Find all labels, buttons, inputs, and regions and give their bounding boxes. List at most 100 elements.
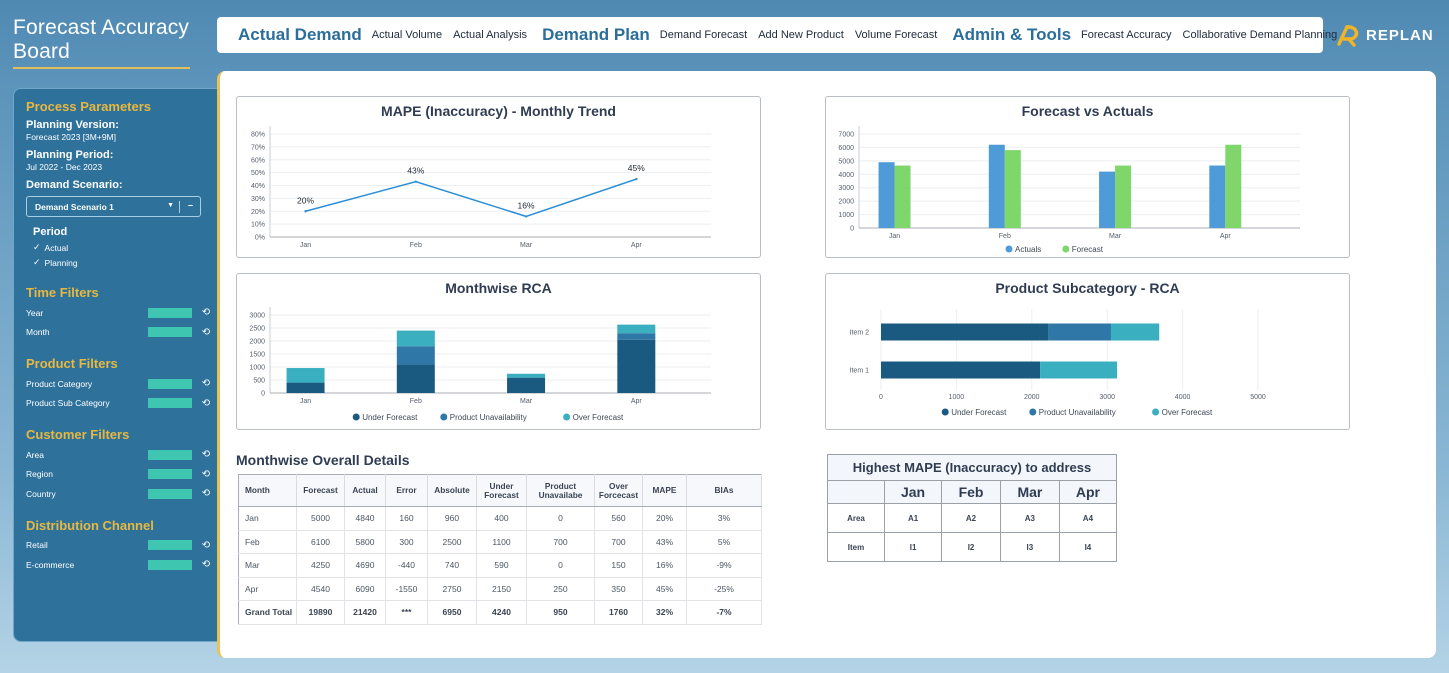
bar-actuals [988, 144, 1005, 228]
y-tick-label: 3000 [249, 313, 265, 320]
table-cell: 150 [594, 553, 643, 578]
legend-label: Product Unavailability [450, 413, 527, 422]
legend-marker [1029, 408, 1037, 416]
filter-value-field[interactable] [148, 398, 192, 409]
product-subcategory-rca-card: 0 1000 2000 3000 4000 5000 Item 2 Item 1 Under F… [825, 273, 1350, 430]
reset-icon[interactable]: ⟲ [201, 488, 211, 500]
table-cell: 4840 [344, 506, 386, 531]
chevron-down-icon[interactable]: ▼ [167, 202, 174, 209]
reset-icon[interactable]: ⟲ [201, 397, 211, 409]
nav-link-forecast-accuracy[interactable]: Forecast Accuracy [1081, 29, 1172, 41]
demand-scenario-value: Demand Scenario 1 [35, 201, 114, 212]
bar-actuals [1099, 171, 1116, 228]
filter-label: Area [26, 449, 44, 460]
reset-icon[interactable]: ⟲ [201, 378, 211, 390]
filter-value-field[interactable] [148, 327, 192, 338]
filter-value-field[interactable] [148, 307, 192, 318]
check-icon: ✓ [33, 242, 41, 252]
bar-forecast [1115, 165, 1132, 228]
table-cell: 740 [427, 553, 477, 578]
details-table-title: Monthwise Overall Details [236, 452, 410, 468]
month-header: Jan [883, 480, 943, 504]
legend-label: Over Forecast [1162, 408, 1213, 417]
x-tick-label: Feb [410, 242, 422, 249]
highest-mape-table: Highest MAPE (Inaccuracy) to address Jan… [827, 454, 1118, 562]
nav-link-volume-forecast[interactable]: Volume Forecast [854, 29, 938, 41]
x-tick-label: Jan [889, 233, 900, 240]
data-label: 20% [297, 195, 314, 205]
nav-link-add-new-product[interactable]: Add New Product [758, 29, 844, 41]
column-header: Under Forecast [476, 474, 527, 507]
title-underline [13, 67, 190, 69]
nav-group-actual-demand[interactable]: Actual Demand [238, 25, 362, 44]
y-tick-label: 0 [261, 391, 265, 398]
reset-icon[interactable]: ⟲ [201, 539, 211, 551]
bar-segment-product-unavailability [1048, 323, 1111, 341]
bar-segment-over-forecast [617, 324, 656, 334]
x-tick-label: 1000 [949, 394, 965, 401]
bar-forecast [894, 165, 911, 228]
filter-value-field[interactable] [148, 559, 192, 570]
reset-icon[interactable]: ⟲ [201, 307, 211, 319]
bar-segment-over-forecast [1040, 361, 1118, 379]
x-tick-label: Apr [1220, 233, 1232, 240]
table-row: Jan 5000 4840 160 960 400 0 560 20% 3% [238, 506, 762, 531]
filter-value-field[interactable] [148, 378, 192, 389]
y-tick-label: 1000 [249, 365, 265, 372]
reset-icon[interactable]: ⟲ [201, 468, 211, 480]
bar-forecast [1004, 150, 1021, 228]
nav-link-demand-forecast[interactable]: Demand Forecast [659, 29, 748, 41]
filter-label: E-commerce [26, 559, 75, 570]
table-cell: 20% [642, 506, 687, 531]
filter-value-field[interactable] [148, 488, 192, 499]
period-option-actual[interactable]: ✓ Actual [33, 242, 212, 253]
monthwise-details-table: Month Forecast Actual Error Absolute Und… [238, 474, 762, 625]
table-cell: 4690 [344, 553, 386, 578]
y-tick-label: 500 [253, 378, 265, 385]
bar-segment-over-forecast [507, 373, 546, 378]
table-cell: 43% [642, 530, 687, 554]
table-cell: *** [385, 600, 428, 625]
y-tick-label: 10% [251, 222, 265, 229]
filter-value-field[interactable] [148, 469, 192, 480]
y-tick-label: 4000 [838, 172, 854, 179]
reset-icon[interactable]: ⟲ [201, 449, 211, 461]
x-tick-label: 2000 [1024, 394, 1040, 401]
filter-e-commerce: E-commerce ⟲ [26, 555, 212, 575]
period-option-planning[interactable]: ✓ Planning [33, 257, 212, 268]
table-cell: 2500 [427, 530, 477, 554]
filter-value-field[interactable] [148, 540, 192, 551]
reset-icon[interactable]: ⟲ [201, 326, 211, 338]
nav-link-actual-volume[interactable]: Actual Volume [371, 29, 443, 41]
nav-link-collaborative-demand-planning[interactable]: Collaborative Demand Planning [1182, 29, 1338, 41]
details-table-body: Jan 5000 4840 160 960 400 0 560 20% 3% Feb 6100 5800… [238, 506, 762, 625]
planning-version-value: Forecast 2023 [3M+9M] [26, 132, 117, 142]
filter-product-sub-category: Product Sub Category ⟲ [26, 394, 212, 414]
table-row: Apr 4540 6090 -1550 2750 2150 250 350 45% -25% [238, 577, 762, 601]
demand-scenario-select[interactable]: Demand Scenario 1 ▼ – [26, 196, 201, 217]
y-tick-label: 1000 [838, 212, 854, 219]
legend-marker [1062, 245, 1070, 253]
chart-title: Product Subcategory - RCA [995, 280, 1180, 296]
column-header: Error [385, 474, 428, 507]
reset-icon[interactable]: ⟲ [201, 559, 211, 571]
bar-segment-under-forecast [286, 382, 325, 393]
table-cell: 400 [476, 506, 527, 531]
nav-group-admin-tools[interactable]: Admin & Tools [952, 25, 1072, 44]
demand-scenario-label: Demand Scenario: [26, 179, 123, 191]
bar-segment-under-forecast [507, 377, 546, 393]
table-cell: 5% [686, 530, 762, 554]
table-row: Area A1 A2 A3 A4 [827, 503, 1118, 533]
filter-value-field[interactable] [148, 449, 192, 460]
table-cell: 960 [427, 506, 477, 531]
x-tick-label: Mar [1109, 233, 1122, 240]
planning-version-label: Planning Version: [26, 119, 119, 131]
nav-group-demand-plan[interactable]: Demand Plan [542, 25, 650, 44]
table-cell: 560 [594, 506, 643, 531]
filter-label: Country [26, 488, 56, 499]
clear-icon[interactable]: – [187, 200, 193, 210]
nav-link-actual-analysis[interactable]: Actual Analysis [453, 29, 528, 41]
filter-label: Year [26, 307, 44, 318]
month-header: Apr [1058, 480, 1118, 504]
legend-label: Product Unavailability [1039, 408, 1116, 417]
